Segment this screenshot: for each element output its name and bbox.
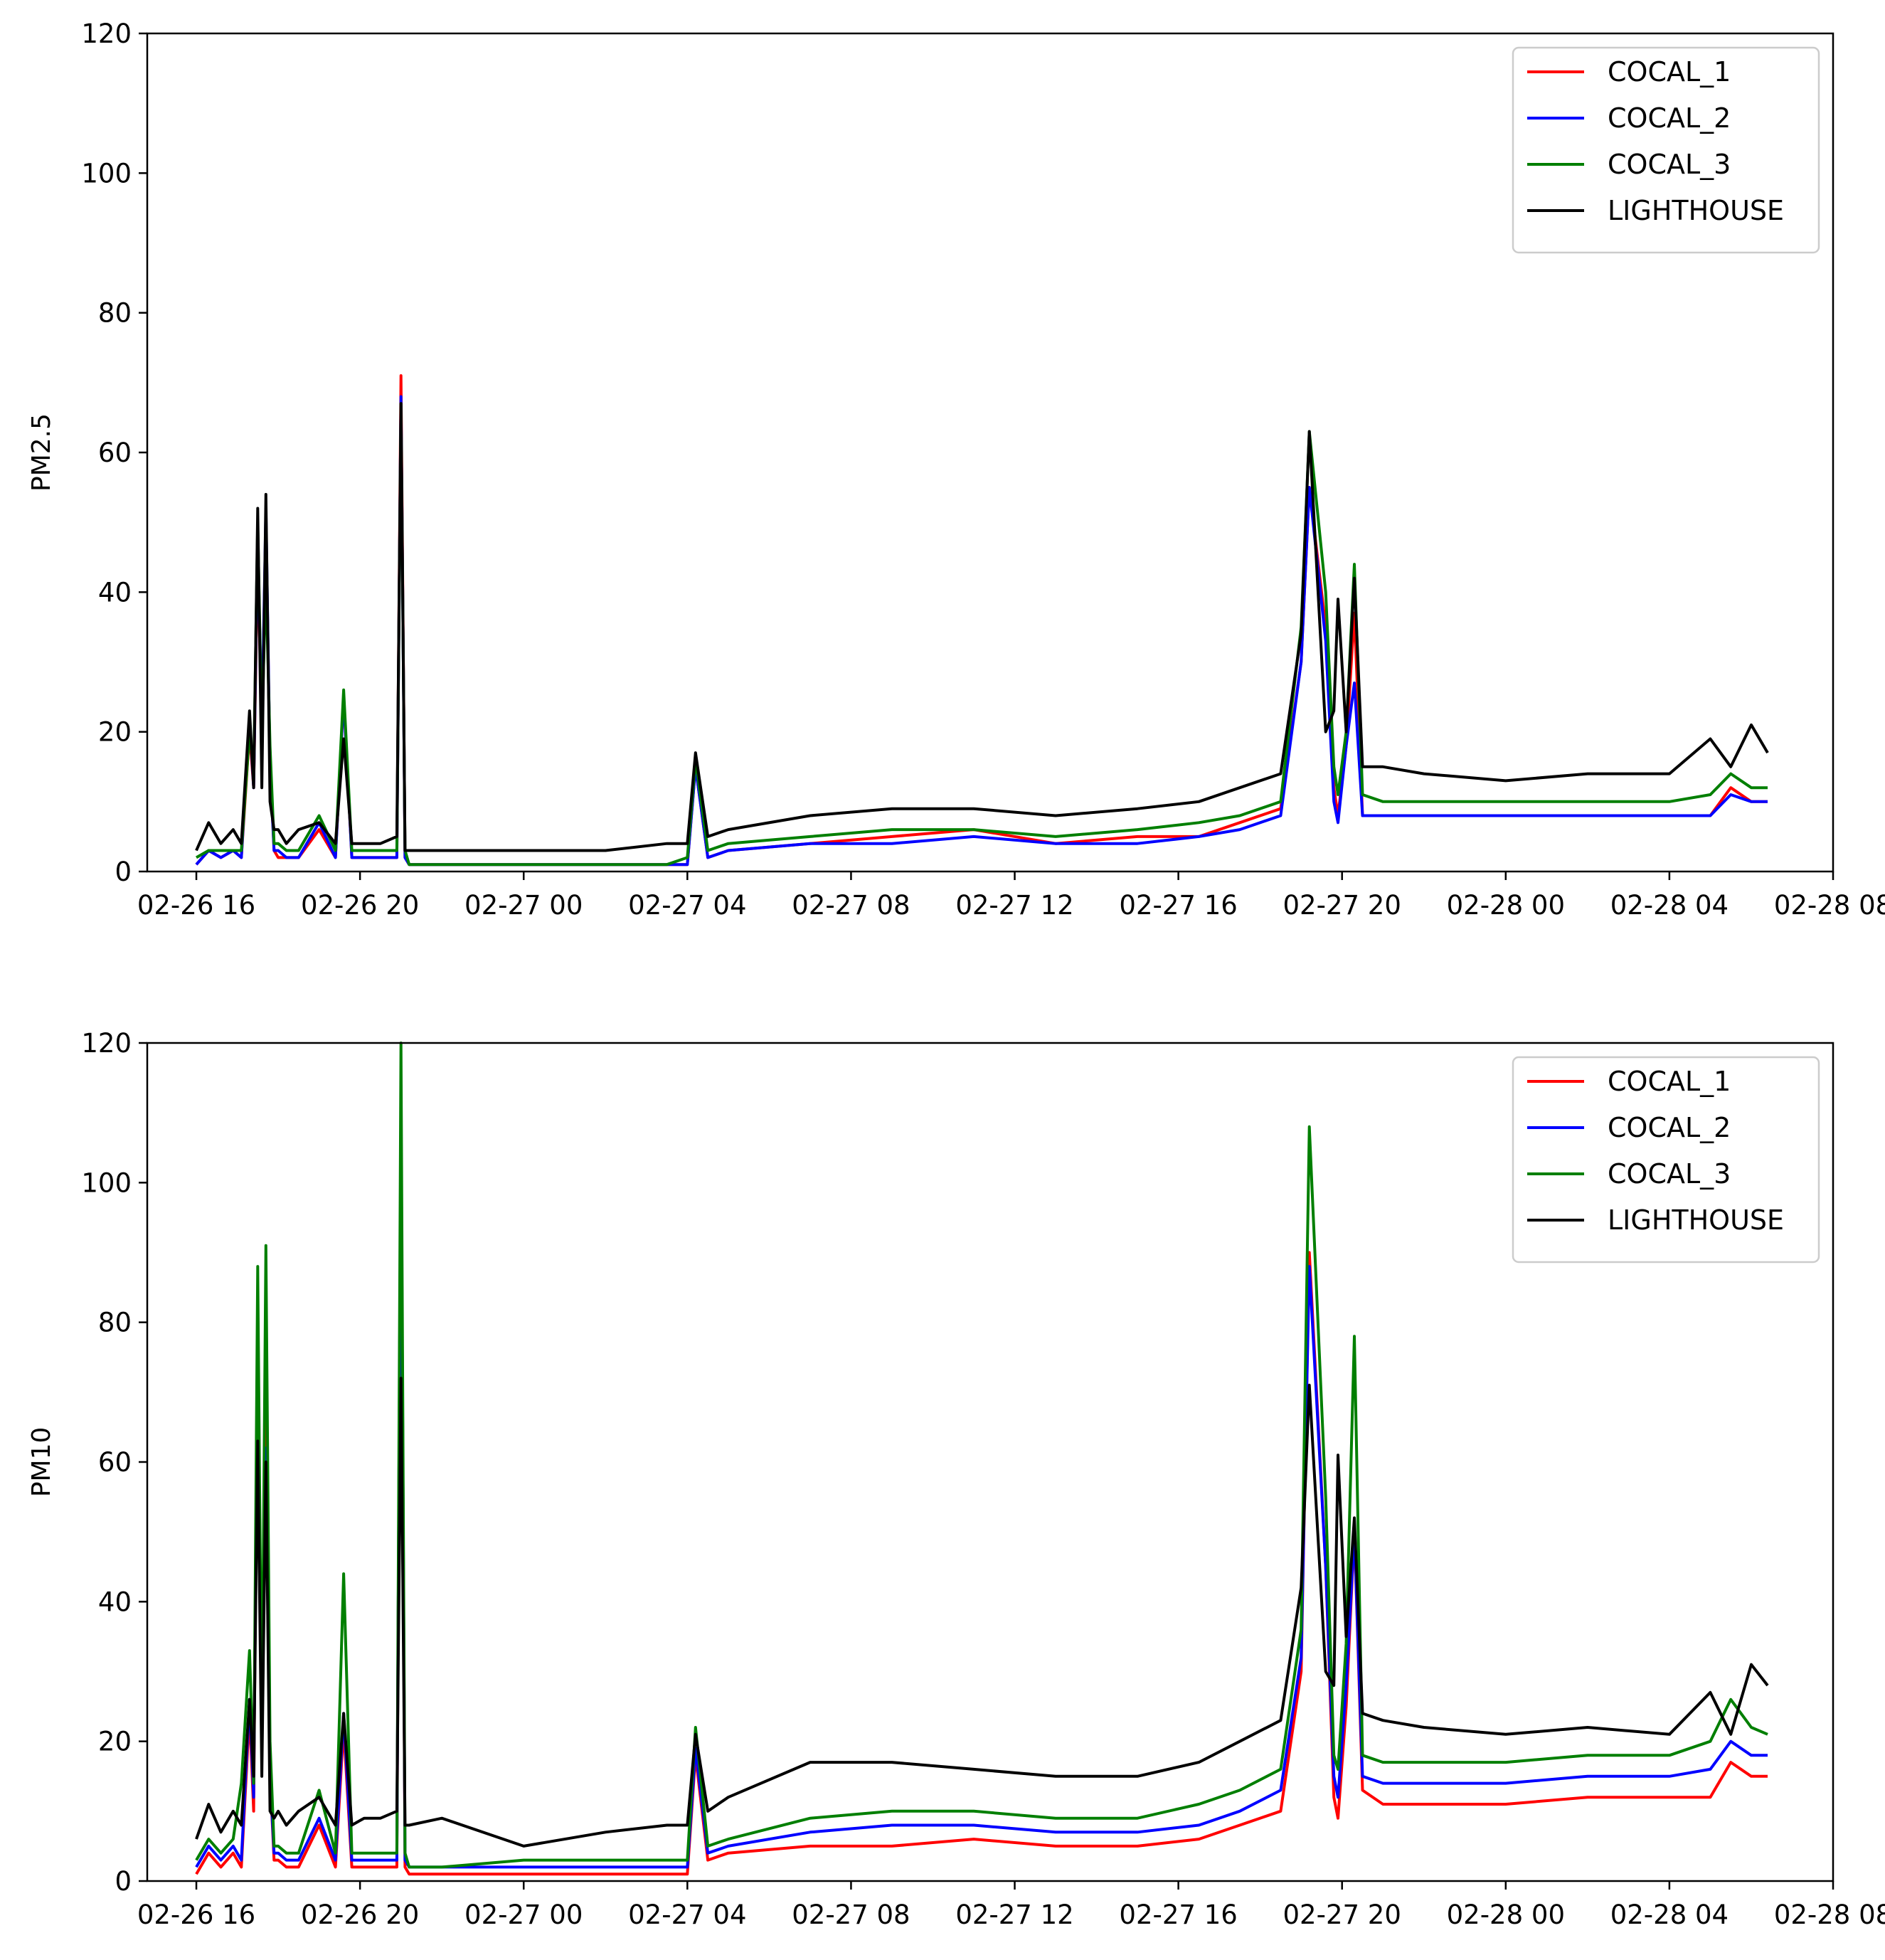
y-tick-label: 0 — [115, 857, 132, 887]
y-tick-label: 100 — [81, 158, 132, 189]
legend-label-lighthouse: LIGHTHOUSE — [1608, 1204, 1784, 1236]
legend: COCAL_1 COCAL_2 COCAL_3 LIGHTHOUSE — [1512, 46, 1820, 254]
legend-label-cocal-3: COCAL_3 — [1608, 1158, 1731, 1190]
y-tick-label: 80 — [98, 1308, 132, 1338]
y-axis-ticks: 0 20 40 60 80 100 120 — [81, 1028, 147, 1897]
legend-box — [1512, 46, 1820, 254]
x-tick-label: 02-27 04 — [628, 890, 746, 921]
y-tick-label: 120 — [81, 18, 132, 49]
x-axis-ticks: 02-26 16 02-26 20 02-27 00 02-27 04 02-27 08… — [137, 872, 1885, 921]
x-tick-label: 02-27 12 — [955, 1900, 1073, 1930]
x-tick-label: 02-27 00 — [464, 1900, 583, 1930]
x-tick-label: 02-28 08 — [1774, 890, 1885, 921]
pm10-chart: 0 20 40 60 80 100 120 02-26 16 02-26 20 02-27 00… — [27, 1028, 1885, 1930]
x-tick-label: 02-27 20 — [1283, 890, 1401, 921]
pm25-chart: 0 20 40 60 80 100 120 02-26 16 02-26 20 02-27 00… — [27, 18, 1885, 921]
x-tick-label: 02-28 08 — [1774, 1900, 1885, 1930]
y-axis-ticks: 0 20 40 60 80 100 120 — [81, 18, 147, 887]
legend-label-cocal-3: COCAL_3 — [1608, 149, 1731, 180]
x-tick-label: 02-26 20 — [301, 1900, 419, 1930]
x-tick-label: 02-28 04 — [1610, 1900, 1729, 1930]
x-tick-label: 02-26 16 — [137, 890, 255, 921]
y-tick-label: 0 — [115, 1866, 132, 1897]
y-tick-label: 60 — [98, 438, 132, 468]
x-tick-label: 02-26 16 — [137, 1900, 255, 1930]
y-tick-label: 40 — [98, 1586, 132, 1617]
y-tick-label: 60 — [98, 1447, 132, 1478]
y-tick-label: 120 — [81, 1028, 132, 1059]
series-line-lighthouse — [195, 1377, 1769, 1848]
x-tick-label: 02-27 16 — [1119, 1900, 1237, 1930]
x-tick-label: 02-27 08 — [792, 1900, 910, 1930]
y-tick-label: 20 — [98, 1727, 132, 1757]
x-tick-label: 02-27 08 — [792, 890, 910, 921]
x-tick-label: 02-27 00 — [464, 890, 583, 921]
x-tick-label: 02-27 16 — [1119, 890, 1237, 921]
legend-label-cocal-2: COCAL_2 — [1608, 1112, 1731, 1143]
legend-label-lighthouse: LIGHTHOUSE — [1608, 195, 1784, 226]
y-tick-label: 100 — [81, 1167, 132, 1198]
legend-label-cocal-1: COCAL_1 — [1608, 56, 1731, 88]
x-axis-ticks: 02-26 16 02-26 20 02-27 00 02-27 04 02-27 08… — [137, 1881, 1885, 1930]
legend-box — [1512, 1056, 1820, 1264]
legend-label-cocal-1: COCAL_1 — [1608, 1066, 1731, 1097]
x-tick-label: 02-27 20 — [1283, 1900, 1401, 1930]
series-line-cocal-3 — [195, 1042, 1768, 1869]
x-tick-label: 02-27 04 — [628, 1900, 746, 1930]
y-axis-label: PM10 — [27, 1427, 56, 1498]
series-line-lighthouse — [195, 402, 1769, 852]
x-tick-label: 02-27 12 — [955, 890, 1073, 921]
legend: COCAL_1 COCAL_2 COCAL_3 LIGHTHOUSE — [1512, 1056, 1820, 1264]
series-group — [195, 1042, 1769, 1876]
x-tick-label: 02-26 20 — [301, 890, 419, 921]
legend-label-cocal-2: COCAL_2 — [1608, 102, 1731, 134]
y-axis-label: PM2.5 — [27, 413, 56, 492]
x-tick-label: 02-28 00 — [1447, 1900, 1565, 1930]
series-group — [195, 374, 1769, 867]
y-tick-label: 80 — [98, 298, 132, 329]
x-tick-label: 02-28 04 — [1610, 890, 1729, 921]
y-tick-label: 20 — [98, 717, 132, 748]
y-tick-label: 40 — [98, 577, 132, 608]
x-tick-label: 02-28 00 — [1447, 890, 1565, 921]
